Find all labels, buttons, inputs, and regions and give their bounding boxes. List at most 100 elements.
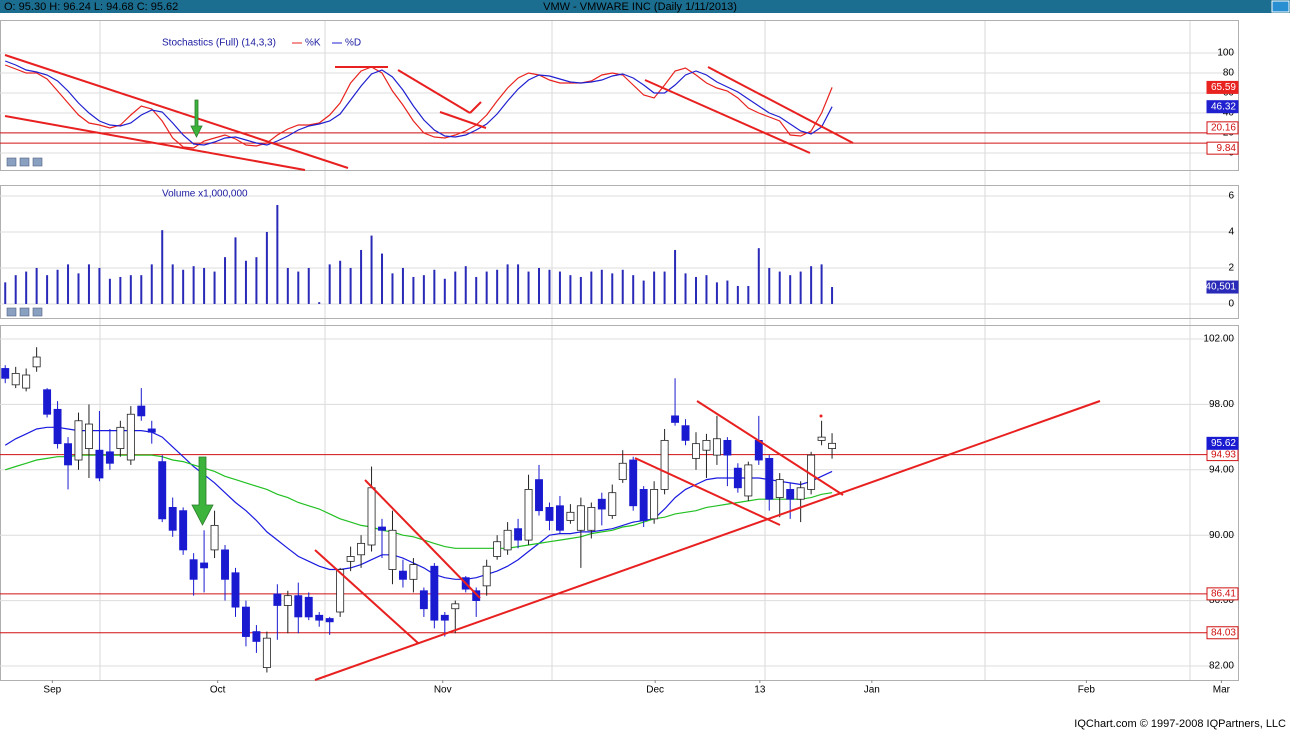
volume-bar [590,271,593,304]
value-box [1206,141,1239,155]
panel-frame [0,185,1239,319]
volume-bar [328,264,331,304]
volume-bar [496,269,499,304]
candle-body [639,489,648,521]
candle-body [64,443,72,466]
panel-button[interactable] [32,307,43,317]
candle-body [796,487,805,500]
candle-body [650,489,659,520]
volume-bar [517,264,520,304]
volume-bar [150,264,153,304]
volume-bar [401,267,404,304]
candle-body [545,507,554,521]
volume-bar [87,264,90,304]
volume-bar [694,276,697,304]
volume-bar [391,273,394,304]
value-box [1206,280,1239,294]
candle-body [294,595,303,618]
trendline [634,457,781,526]
indicator-title: Stochastics (Full) (14,3,3) [162,38,276,49]
marker-dot [819,414,823,418]
candle-body [388,529,397,570]
volume-bar [632,275,635,304]
candle-body [179,510,188,551]
volume-bar [768,267,771,304]
candle-body [398,570,407,580]
volume-bar [129,275,132,304]
volume-bar [831,287,834,304]
candle-body [555,505,564,531]
y-tick-label: 98.00 [1209,399,1234,410]
volume-bar [475,276,478,304]
trendlines [4,54,1101,681]
volume-bar [747,285,750,304]
series-line [5,454,833,549]
panel-button[interactable] [6,157,17,167]
value-box [1206,100,1239,114]
panel-button[interactable] [19,307,30,317]
value-box-label: 940,501 [1200,282,1237,293]
candle-body [733,467,742,489]
volume-bar [255,257,258,304]
y-tick-label: 0 [1228,299,1234,310]
volume-bar [736,285,739,304]
volume-bar [757,248,760,304]
y-tick-label: 2 [1228,263,1234,274]
volume-bar [799,271,802,304]
x-tick-label: 13 [754,685,766,696]
volume-bar [286,267,289,304]
candle-body [409,564,418,580]
candle-body [22,374,31,389]
candle-body [221,549,229,580]
volume-bar [538,267,541,304]
volume-bar [339,260,342,304]
candle-body [200,562,209,569]
volume-bar [684,273,687,304]
legend-label: %K [305,38,321,49]
volume-bar [548,269,551,304]
volume-bar [213,271,216,304]
candle-body [210,524,219,551]
volume-bar [422,275,425,304]
panel-button[interactable] [32,157,43,167]
trendline [397,69,471,114]
candle-body [493,541,502,557]
candle-body [346,556,355,562]
panel-button[interactable] [19,157,30,167]
candle-body [74,420,83,461]
header-button[interactable] [1271,0,1290,13]
volume-bar [4,282,7,304]
volume-bar [77,273,80,304]
candle-body [273,593,282,606]
volume-bar [35,267,38,304]
x-tick-label: Dec [646,685,664,696]
trendline [644,79,811,154]
candle-body [472,590,481,601]
volume-bar [820,264,823,304]
value-box [1206,587,1239,601]
panel-button[interactable] [6,307,17,317]
candle-body [451,603,460,610]
candle-body [775,479,784,498]
candle-body [168,507,177,531]
volume-bar [443,278,446,304]
candle-body [692,443,700,459]
volume-bar [715,282,718,304]
y-tick-label: 80 [1223,68,1235,79]
volume-bar [527,271,530,304]
trendline [707,66,854,144]
candle-body [189,559,198,580]
header-bar [0,0,1290,13]
trendline [364,479,481,599]
volume-bar [412,276,415,304]
x-tick-label: Jan [864,685,880,696]
volume-bar [67,264,70,304]
volume-bar [579,276,582,304]
volume-bar [663,271,666,304]
candle-body [817,436,826,441]
candle-body [315,614,324,621]
candle-body [618,462,627,481]
volume-bar [244,260,247,304]
